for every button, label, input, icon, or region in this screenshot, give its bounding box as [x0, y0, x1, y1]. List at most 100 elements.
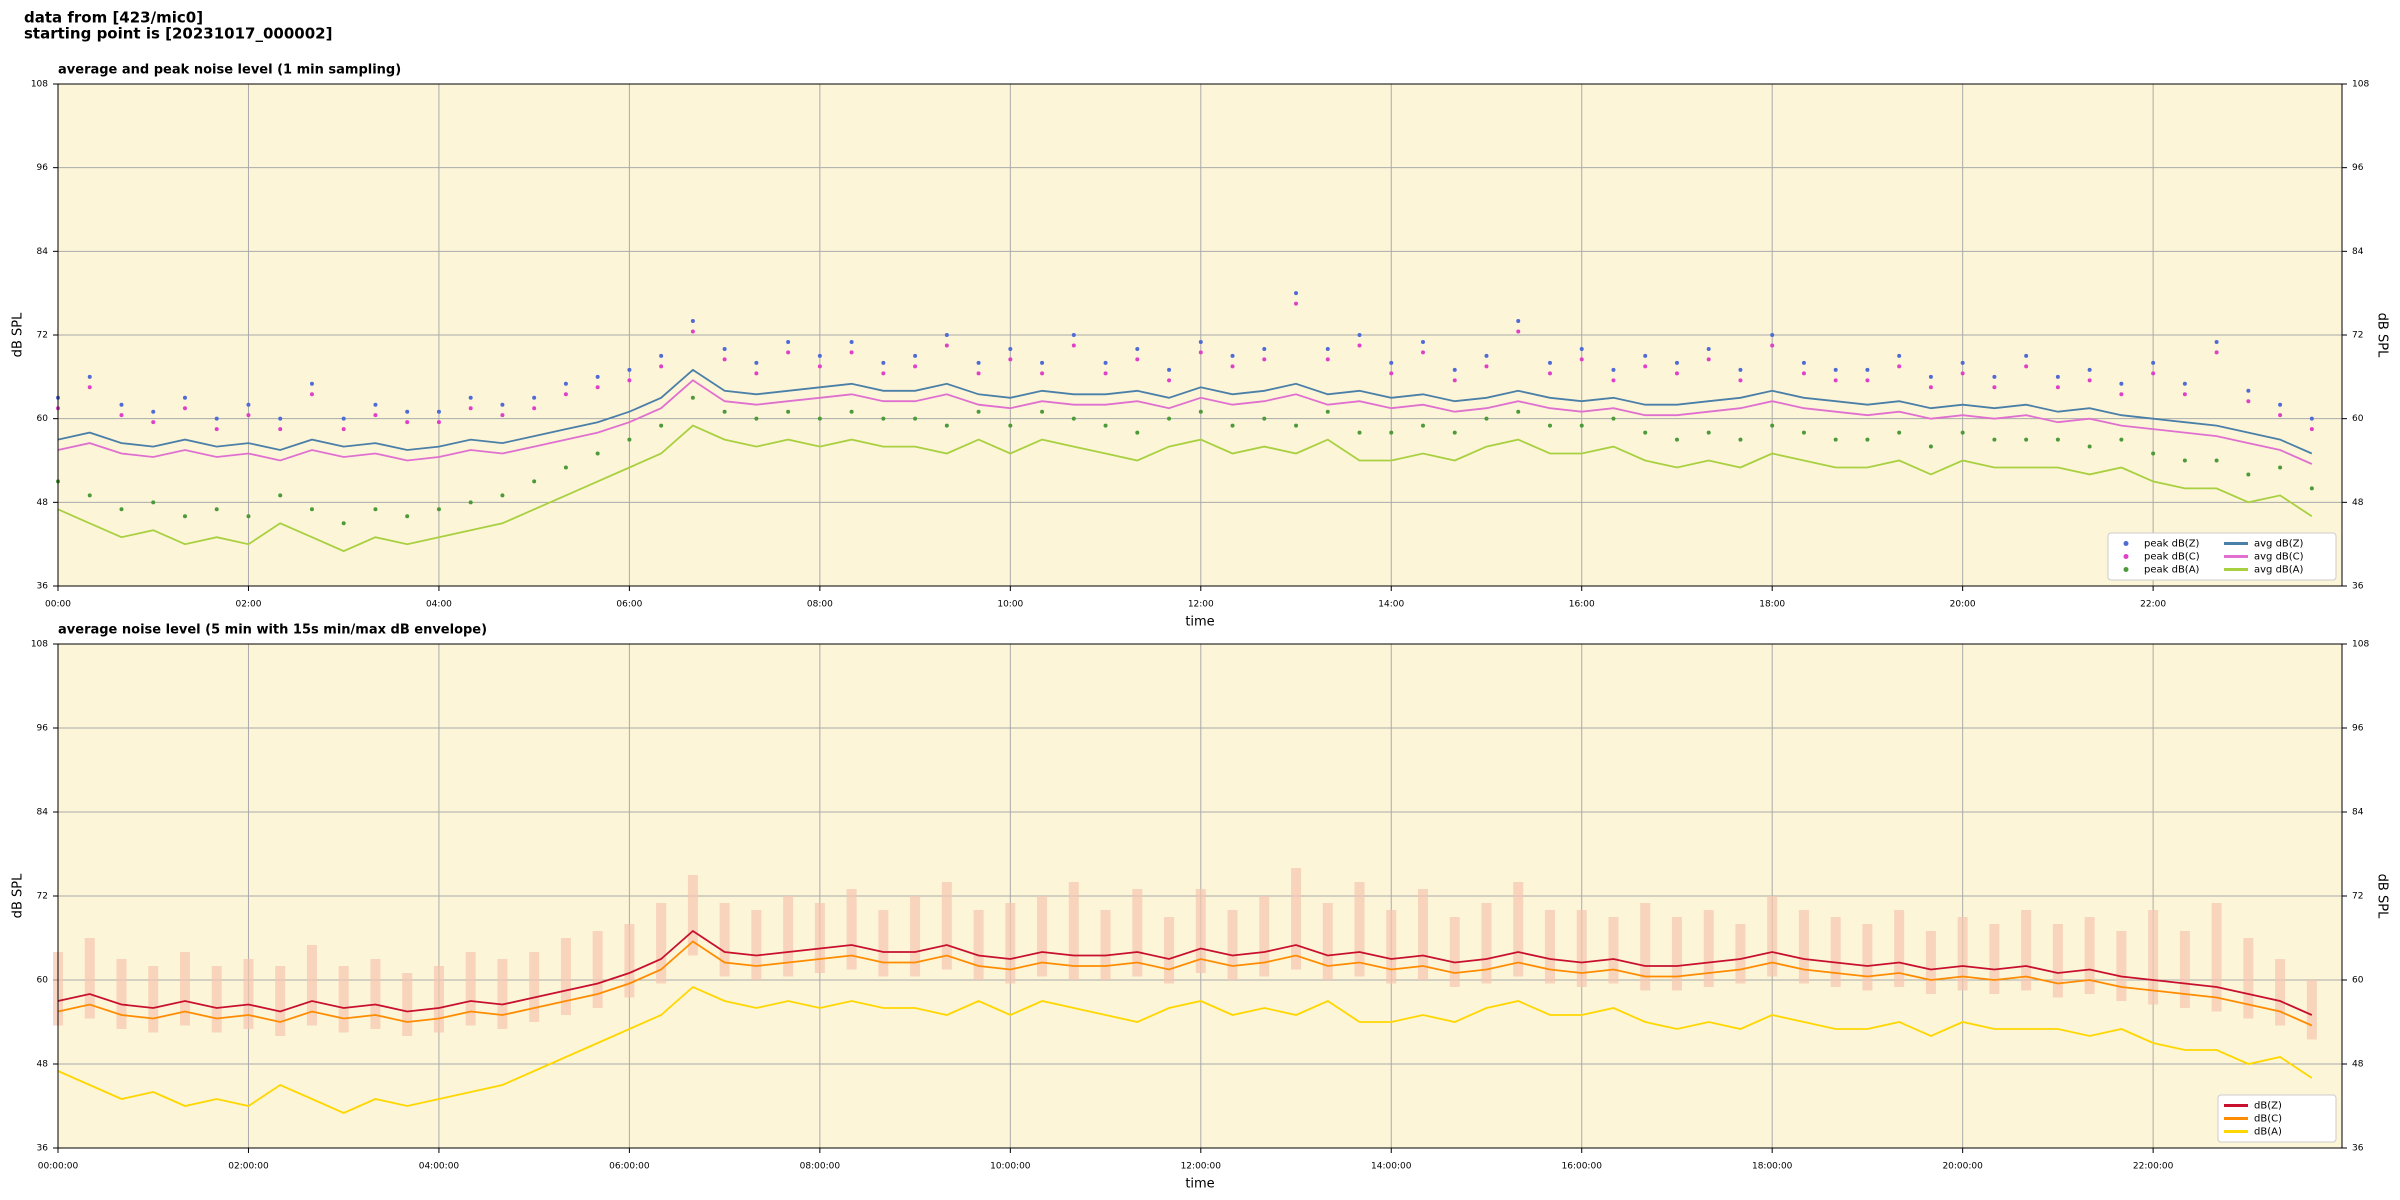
legend-label: peak dB(Z) [2144, 539, 2200, 550]
peak-point [1928, 385, 1933, 390]
y-axis-label: dB SPL [11, 873, 26, 918]
y-tick-label: 72 [2352, 331, 2363, 341]
y-tick-label: 48 [2352, 498, 2364, 508]
y-tick-label: 36 [37, 582, 49, 592]
peak-point [976, 371, 981, 376]
peak-point [1262, 346, 1267, 351]
peak-point [2246, 399, 2251, 404]
peak-point [754, 360, 759, 365]
y-axis-label: dB SPL [2375, 313, 2390, 358]
peak-point [182, 514, 187, 519]
y-tick-label: 36 [37, 1144, 49, 1154]
peak-point [151, 500, 156, 505]
peak-point [2087, 367, 2092, 372]
peak-point [1674, 360, 1679, 365]
x-tick-label: 04:00:00 [419, 1162, 460, 1172]
peak-point [119, 402, 124, 407]
y-tick-label: 36 [2352, 1144, 2364, 1154]
peak-point [1452, 430, 1457, 435]
peak-point [246, 402, 251, 407]
peak-point [881, 360, 886, 365]
peak-point [1167, 367, 1172, 372]
peak-point [944, 333, 949, 337]
peak-point [849, 339, 854, 344]
y-tick-label: 108 [2352, 80, 2369, 90]
peak-point [1389, 360, 1394, 365]
peak-point [2214, 339, 2219, 344]
peak-point [1801, 371, 1806, 376]
peak-point [1135, 430, 1140, 435]
x-tick-label: 00:00 [45, 600, 71, 610]
x-tick-label: 06:00 [616, 600, 642, 610]
x-tick-label: 14:00 [1378, 600, 1404, 610]
chart-title: average and peak noise level (1 min samp… [58, 63, 401, 78]
peak-point [1230, 364, 1235, 369]
peak-point [659, 423, 664, 428]
legend-label: dB(C) [2254, 1114, 2282, 1125]
plot-frame [57, 83, 2343, 587]
peak-point [1357, 333, 1362, 337]
peak-point [1484, 353, 1489, 358]
peak-point [214, 416, 219, 421]
peak-point [341, 521, 346, 526]
peak-point [1960, 430, 1965, 435]
y-tick-label: 96 [37, 163, 49, 173]
peak-point [595, 374, 600, 379]
x-tick-label: 12:00:00 [1181, 1162, 1222, 1172]
peak-point [2278, 402, 2283, 407]
peak-point [817, 416, 822, 421]
legend-label: avg dB(C) [2254, 552, 2304, 563]
y-axis-label: dB SPL [2375, 874, 2390, 919]
series-line [57, 424, 2313, 553]
peak-point [1579, 346, 1584, 351]
peak-point [2055, 437, 2060, 442]
peak-point [1040, 371, 1045, 376]
peak-point [1484, 416, 1489, 421]
peak-point [2055, 385, 2060, 390]
peak-point [2024, 437, 2029, 442]
legend-label: avg dB(A) [2254, 565, 2304, 576]
peak-point [87, 385, 92, 390]
peak-point [659, 353, 664, 358]
peak-point [563, 465, 568, 470]
x-tick-label: 10:00 [997, 600, 1023, 610]
peak-point [373, 402, 378, 407]
peak-point [1262, 357, 1267, 362]
peak-point [627, 378, 632, 383]
peak-point [278, 427, 283, 432]
peak-point [1928, 444, 1933, 449]
peak-point [817, 353, 822, 358]
y-tick-label: 60 [2352, 976, 2364, 986]
series-line [57, 379, 2313, 465]
y-tick-label: 84 [37, 247, 49, 257]
peak-point [1706, 357, 1711, 362]
x-tick-label: 10:00:00 [990, 1162, 1031, 1172]
peak-point [1516, 319, 1521, 324]
peak-point [182, 406, 187, 411]
peak-point [278, 493, 283, 498]
peak-point [2182, 458, 2187, 463]
peak-point [1547, 371, 1552, 376]
plot-frame [57, 643, 2343, 1149]
peak-point [1071, 333, 1076, 337]
y-tick-label: 48 [37, 498, 49, 508]
peak-point [2024, 353, 2029, 358]
legend-marker [2123, 567, 2129, 572]
x-tick-label: 18:00 [1759, 600, 1785, 610]
x-tick-label: 22:00:00 [2133, 1162, 2174, 1172]
peak-point [754, 416, 759, 421]
peak-point [2119, 392, 2124, 397]
peak-point [722, 346, 727, 351]
x-axis-label: time [1185, 615, 1214, 630]
y-tick-label: 96 [2352, 724, 2364, 734]
peak-point [405, 420, 410, 425]
legend-marker [2123, 554, 2129, 559]
peak-point [1992, 385, 1997, 390]
peak-point [786, 350, 791, 355]
y-tick-label: 72 [2352, 892, 2363, 902]
series-line [57, 940, 2313, 1027]
peak-point [1833, 437, 1838, 442]
peak-point [1230, 353, 1235, 358]
peak-point [278, 416, 283, 421]
legend-box [2107, 532, 2337, 581]
